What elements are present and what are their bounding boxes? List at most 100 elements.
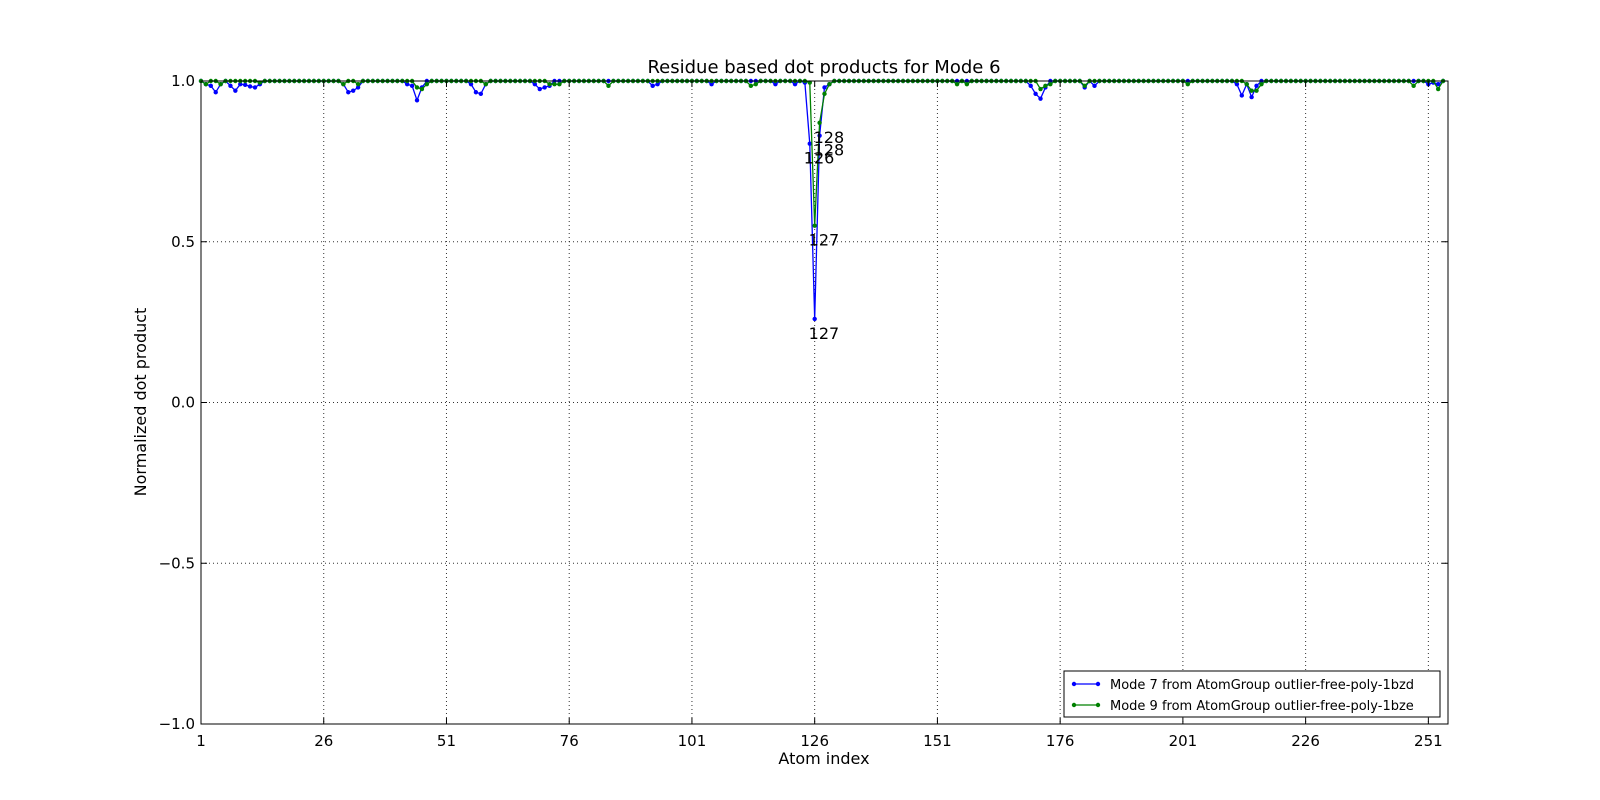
data-point	[1092, 83, 1097, 89]
data-point	[414, 98, 420, 103]
data-point	[1244, 82, 1249, 87]
data-point	[547, 82, 552, 87]
data-point	[1038, 96, 1043, 101]
data-point	[807, 80, 812, 85]
data-point	[483, 82, 488, 87]
data-point	[1234, 82, 1240, 87]
data-point	[606, 83, 611, 89]
data-point	[1043, 83, 1048, 89]
legend-marker	[1071, 702, 1077, 708]
y-tick-label: −0.5	[159, 554, 195, 572]
x-tick-label: 26	[314, 732, 333, 750]
data-point	[542, 85, 547, 90]
legend-label: Mode 9 from AtomGroup outlier-free-poly-…	[1110, 699, 1414, 714]
data-point	[218, 82, 223, 87]
annotation-label: 126	[804, 149, 835, 168]
annotation-label: 127	[809, 324, 840, 343]
data-point	[650, 83, 655, 89]
data-point	[252, 85, 258, 90]
data-point	[964, 82, 970, 87]
data-point	[1048, 82, 1053, 87]
data-point	[812, 316, 817, 322]
series-layer	[198, 78, 1446, 322]
data-point	[1254, 83, 1259, 89]
data-point	[773, 82, 778, 87]
data-point	[355, 85, 361, 90]
x-tick-label: 226	[1291, 732, 1320, 750]
legend-entry-1: Mode 7 from AtomGroup outlier-free-poly-…	[1071, 678, 1414, 693]
data-point	[242, 82, 248, 88]
data-point	[1028, 83, 1033, 89]
data-point	[247, 84, 253, 89]
x-tick-label: 201	[1169, 732, 1198, 750]
data-point	[1185, 82, 1190, 87]
annotation-label: 128	[814, 141, 845, 160]
data-point	[1082, 83, 1087, 89]
data-point	[1033, 91, 1038, 97]
y-tick-label: 1.0	[171, 72, 195, 90]
data-point	[1249, 88, 1254, 93]
data-point	[822, 91, 827, 97]
data-point	[414, 85, 420, 90]
data-point	[1239, 93, 1245, 98]
data-point	[478, 91, 484, 97]
data-point	[404, 82, 410, 87]
x-axis-label: Atom index	[778, 749, 869, 768]
chart-title: Residue based dot products for Mode 6	[647, 57, 1000, 78]
x-tick-label: 51	[437, 732, 456, 750]
data-point	[532, 82, 538, 87]
data-point	[1249, 94, 1254, 100]
data-point	[409, 83, 415, 89]
data-point	[537, 86, 542, 92]
data-point	[1038, 86, 1043, 92]
legend-box	[1063, 670, 1441, 718]
data-point	[473, 90, 479, 95]
data-point	[1435, 82, 1441, 87]
data-point	[1435, 86, 1441, 92]
legend-label: Mode 7 from AtomGroup outlier-free-poly-…	[1110, 678, 1414, 693]
legend-marker	[1071, 681, 1077, 687]
data-point	[355, 82, 361, 87]
data-point	[1254, 88, 1259, 93]
data-point	[203, 82, 209, 87]
annotation-label: 127	[809, 231, 840, 250]
annotations: 126 127 128 127 128	[804, 128, 844, 343]
annotation-label: 128	[814, 128, 845, 147]
data-point	[753, 82, 758, 87]
y-tick-label: −1.0	[159, 715, 195, 733]
x-tick-label: 126	[800, 732, 829, 750]
data-point	[709, 82, 714, 87]
data-point	[208, 83, 214, 89]
data-point	[1259, 82, 1264, 87]
x-tick-label: 1	[196, 732, 206, 750]
x-tick-label: 101	[678, 732, 707, 750]
x-tick-label: 251	[1414, 732, 1443, 750]
legend-marker	[1095, 702, 1101, 708]
data-point	[350, 88, 356, 93]
y-tick-label: 0.0	[171, 394, 195, 412]
legend-entry-2: Mode 9 from AtomGroup outlier-free-poly-…	[1071, 699, 1414, 714]
data-point	[822, 85, 827, 90]
data-point	[954, 82, 960, 87]
data-point	[419, 86, 425, 92]
data-point	[552, 82, 557, 87]
data-point	[812, 223, 817, 228]
data-point	[817, 120, 822, 125]
x-tick-label: 76	[560, 732, 579, 750]
x-tick-label: 151	[923, 732, 952, 750]
data-point	[827, 82, 832, 87]
data-point	[557, 82, 562, 87]
data-point	[424, 82, 430, 87]
y-axis-label: Normalized dot product	[131, 308, 150, 497]
x-tick-label: 176	[1046, 732, 1075, 750]
legend: Mode 7 from AtomGroup outlier-free-poly-…	[1063, 670, 1441, 718]
legend-marker	[1095, 681, 1101, 687]
data-point	[468, 82, 474, 87]
data-point	[346, 90, 351, 95]
data-point	[748, 83, 754, 89]
data-point	[792, 82, 798, 87]
data-point	[655, 82, 660, 87]
data-point	[228, 83, 233, 89]
